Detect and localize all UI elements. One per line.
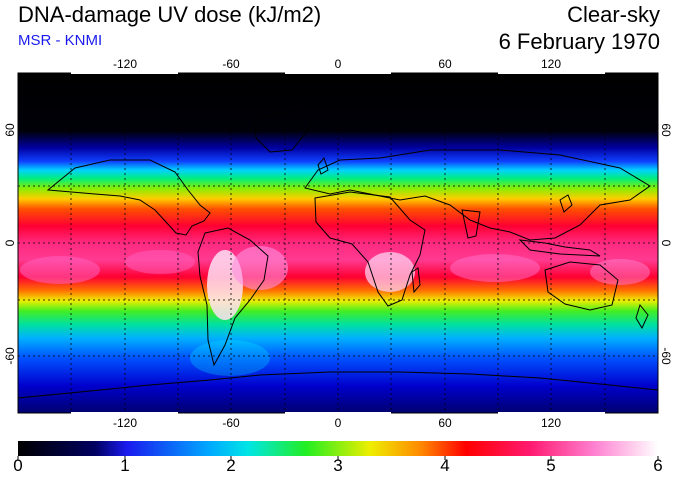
madagascar-outline <box>411 267 421 294</box>
colorbar <box>18 441 658 456</box>
graticule <box>18 73 658 413</box>
sky-condition-label: Clear-sky <box>567 2 660 27</box>
colorbar-label: 2 <box>226 456 236 475</box>
colorbar-label: 0 <box>13 456 23 475</box>
source-label: MSR - KNMI <box>18 32 103 49</box>
indonesia-outline <box>518 239 601 257</box>
antarctica-outline <box>18 371 658 399</box>
lat-tick-right: -60 <box>659 347 673 365</box>
colorbar-label: 1 <box>120 456 130 475</box>
lon-tick-bottom: -120 <box>113 416 137 430</box>
europe-asia-outline <box>304 149 651 241</box>
lat-tick-left: 60 <box>3 123 17 137</box>
colorbar-label: 3 <box>333 456 343 475</box>
lon-tick-top: 0 <box>335 57 342 71</box>
coastlines <box>18 109 658 399</box>
lat-tick-right: 0 <box>659 240 673 247</box>
lon-tick-top: -120 <box>113 57 137 71</box>
lon-tick-top: 60 <box>438 57 452 71</box>
colorbar-label: 4 <box>440 456 450 475</box>
africa-outline <box>314 191 426 307</box>
lon-tick-bottom: 60 <box>438 416 452 430</box>
lon-tick-top: 120 <box>541 57 561 71</box>
lon-tick-bottom: 120 <box>541 416 561 430</box>
new-zealand-outline <box>635 303 649 330</box>
australia-outline <box>544 261 619 311</box>
lon-tick-bottom: 0 <box>335 416 342 430</box>
japan-outline <box>559 194 573 213</box>
uk-outline <box>317 157 329 175</box>
date-label: 6 February 1970 <box>498 29 660 54</box>
lon-tick-bottom: -60 <box>222 416 240 430</box>
map-title: DNA-damage UV dose (kJ/m2) <box>18 2 322 27</box>
colorbar-label: 5 <box>546 456 556 475</box>
lat-tick-left: -60 <box>3 347 17 365</box>
frame-ticks <box>71 72 605 414</box>
greenland-outline <box>254 109 313 153</box>
colorbar-label: 6 <box>653 456 663 475</box>
lat-tick-left: 0 <box>3 239 17 246</box>
lat-tick-right: 60 <box>659 123 673 137</box>
india-outline <box>461 209 481 239</box>
lon-tick-top: -60 <box>222 57 240 71</box>
high-uv-patches <box>20 246 650 376</box>
colorbar-ticks <box>17 456 659 460</box>
north-america-outline <box>46 159 211 236</box>
